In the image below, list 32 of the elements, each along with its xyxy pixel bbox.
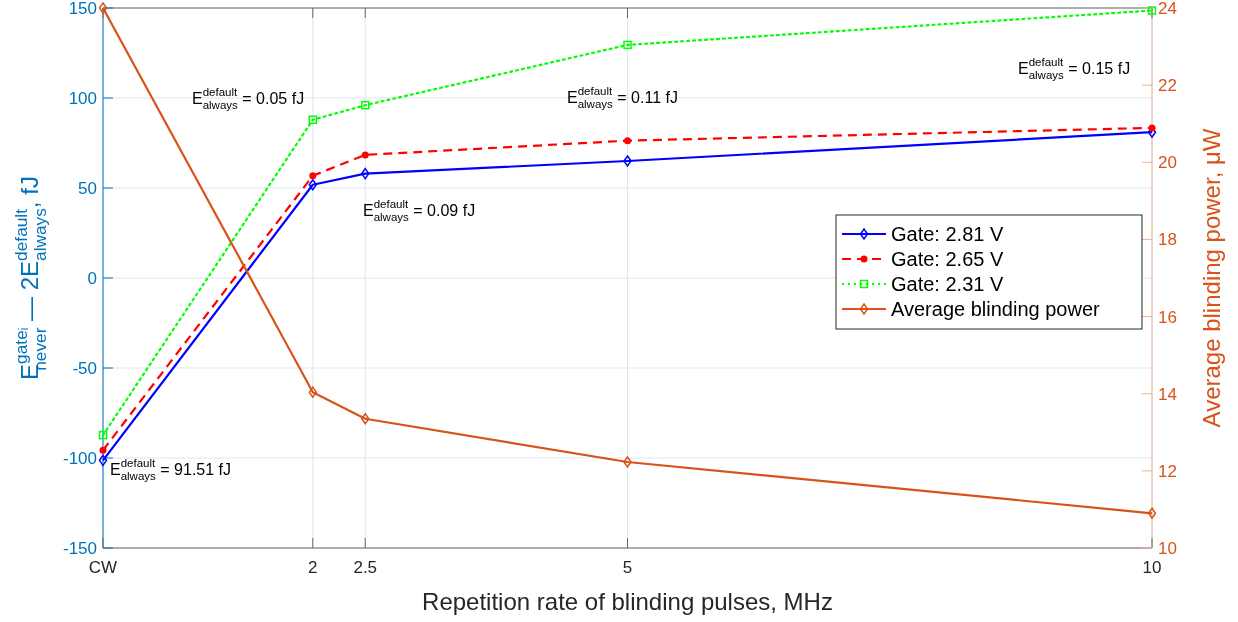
legend-label: Average blinding power [891,298,1100,320]
legend-label: Gate: 2.31 V [891,273,1004,295]
y2-tick-label: 10 [1158,538,1177,558]
x-axis-title: Repetition rate of blinding pulses, MHz [422,588,833,615]
y-tick-label: 150 [68,0,97,18]
annotation: E$^{default}$$_{always}$ = 0.15 fJ [1018,56,1131,82]
y-tick-label: 100 [68,88,97,108]
x-tick-label: 10 [1142,558,1162,577]
y-tick-label: -50 [72,358,97,378]
y-tick-label: 0 [87,268,97,288]
y-tick-label: -100 [62,448,97,468]
legend-label: Gate: 2.81 V [891,223,1004,245]
annotation: E$^{default}$$_{always}$ = 91.51 fJ [110,457,232,483]
y-tick-label: -150 [62,538,97,558]
x-tick-label: 5 [622,558,633,577]
x-tick-label: 2 [308,558,318,577]
legend-label: Gate: 2.65 V [891,248,1004,270]
x-tick-label: 2.5 [353,558,378,577]
y-axis-title: Egateᵢnever — 2Edefaultalways, fJ [11,176,51,380]
y2-tick-label: 18 [1158,230,1177,250]
y-tick-label: 50 [78,178,97,198]
y2-tick-label: 12 [1158,461,1177,481]
annotation: E$^{default}$$_{always}$ = 0.11 fJ [567,85,678,111]
y2-tick-label: 24 [1158,0,1177,18]
annotation: E$^{default}$$_{always}$ = 0.09 fJ [363,198,476,224]
annotation: E$^{default}$$_{always}$ = 0.05 fJ [192,86,305,112]
x-tick-label: CW [88,558,118,577]
y2-tick-label: 20 [1158,153,1177,173]
y2-tick-label: 14 [1158,384,1177,404]
y2-axis-title: Average blinding power, μW [1198,128,1225,428]
y2-tick-label: 22 [1158,76,1177,96]
y2-tick-label: 16 [1158,307,1177,327]
